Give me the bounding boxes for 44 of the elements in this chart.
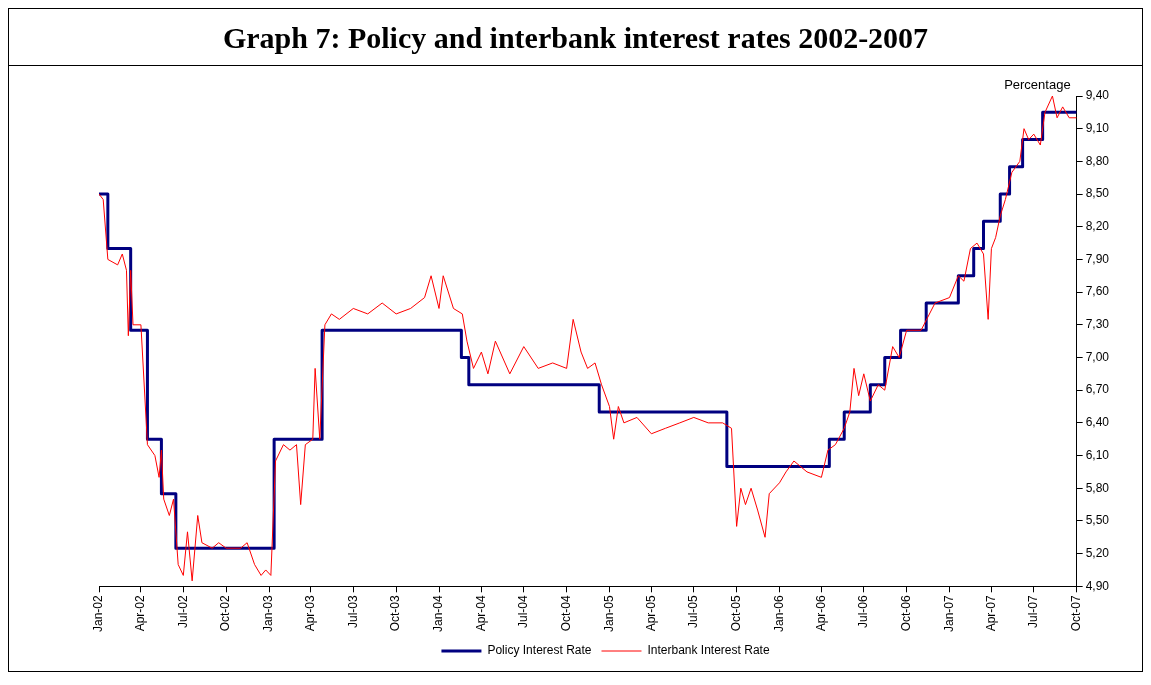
y-tick-label: 6,40 bbox=[1085, 415, 1110, 430]
y-tick-label: 4,90 bbox=[1085, 578, 1110, 593]
x-tick-label: Apr-02 bbox=[133, 595, 148, 632]
x-tick-label: Jul-04 bbox=[516, 594, 531, 628]
y-tick-label: 7,60 bbox=[1085, 284, 1110, 299]
y-tick-label: 8,20 bbox=[1085, 219, 1110, 234]
y-tick-label: 7,30 bbox=[1085, 317, 1110, 332]
x-tick-label: Oct-03 bbox=[388, 594, 403, 632]
x-tick-label: Jan-07 bbox=[941, 594, 956, 633]
y-tick-label: 6,10 bbox=[1085, 447, 1110, 462]
y-tick-label: 9,40 bbox=[1085, 88, 1110, 103]
x-tick-label: Oct-02 bbox=[218, 594, 233, 632]
x-tick-label: Jul-07 bbox=[1026, 594, 1041, 628]
x-tick-label: Jan-05 bbox=[601, 594, 616, 633]
y-tick-label: 9,10 bbox=[1085, 121, 1110, 135]
y-axis-title: Percentage bbox=[1004, 77, 1071, 93]
x-tick-label: Jul-03 bbox=[345, 594, 360, 628]
x-tick-label: Oct-06 bbox=[898, 594, 913, 632]
x-tick-label: Oct-07 bbox=[1068, 594, 1083, 632]
x-tick-label: Jul-02 bbox=[175, 594, 190, 628]
x-tick-label: Jan-06 bbox=[771, 594, 786, 633]
y-tick-label: 5,80 bbox=[1085, 480, 1110, 495]
y-tick-label: 6,70 bbox=[1085, 382, 1110, 397]
x-tick-label: Apr-03 bbox=[303, 595, 318, 632]
y-tick-label: 8,50 bbox=[1085, 186, 1110, 201]
x-tick-label: Apr-07 bbox=[983, 595, 998, 632]
y-tick-label: 5,20 bbox=[1085, 545, 1110, 560]
x-tick-label: Apr-04 bbox=[473, 595, 488, 632]
legend-label: Policy Interest Rate bbox=[487, 643, 592, 658]
y-tick-label: 7,90 bbox=[1085, 251, 1110, 266]
x-tick-label: Apr-05 bbox=[643, 595, 658, 632]
y-tick-label: 8,80 bbox=[1085, 153, 1110, 168]
x-tick-label: Jan-04 bbox=[431, 594, 446, 633]
y-tick-label: 7,00 bbox=[1085, 349, 1110, 364]
legend-label: Interbank Interest Rate bbox=[647, 643, 770, 658]
chart-title: Graph 7: Policy and interbank interest rates 2002-2007 bbox=[9, 9, 1142, 66]
x-tick-label: Jul-06 bbox=[856, 594, 871, 628]
x-tick-label: Apr-06 bbox=[813, 595, 828, 632]
x-tick-label: Jan-03 bbox=[261, 594, 276, 633]
x-tick-label: Jul-05 bbox=[686, 594, 701, 628]
x-tick-label: Oct-04 bbox=[558, 594, 573, 632]
x-tick-label: Oct-05 bbox=[728, 594, 743, 632]
x-tick-label: Jan-02 bbox=[91, 594, 106, 633]
y-tick-label: 5,50 bbox=[1085, 513, 1110, 528]
